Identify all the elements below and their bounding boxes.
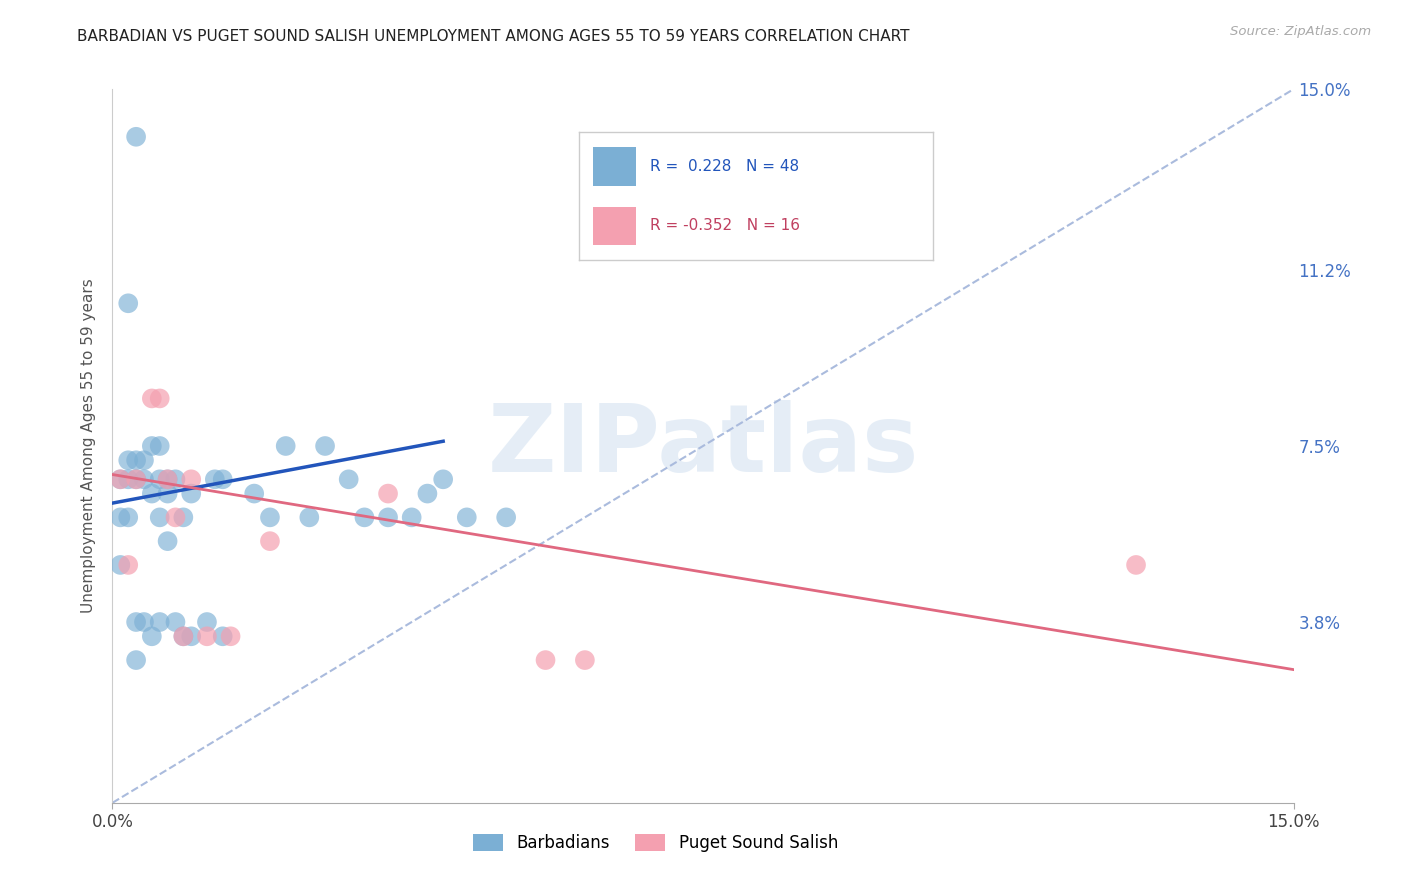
Point — [125, 653, 148, 667]
Point — [117, 472, 139, 486]
Point — [110, 558, 132, 572]
Point — [141, 439, 163, 453]
Point — [165, 615, 187, 629]
Point — [165, 510, 187, 524]
Point — [180, 472, 202, 486]
Point — [156, 472, 179, 486]
Point — [125, 615, 148, 629]
Point — [259, 510, 281, 524]
Point — [495, 510, 517, 524]
Point — [125, 472, 148, 486]
Point — [125, 453, 148, 467]
Point — [141, 486, 163, 500]
Point — [353, 510, 375, 524]
Point — [195, 629, 218, 643]
Point — [534, 653, 557, 667]
Point — [337, 472, 360, 486]
Point — [125, 129, 148, 144]
Point — [1125, 558, 1147, 572]
Text: BARBADIAN VS PUGET SOUND SALISH UNEMPLOYMENT AMONG AGES 55 TO 59 YEARS CORRELATI: BARBADIAN VS PUGET SOUND SALISH UNEMPLOY… — [77, 29, 910, 44]
Point — [172, 510, 194, 524]
Point — [165, 472, 187, 486]
Point — [149, 510, 172, 524]
Point — [117, 453, 139, 467]
Point — [432, 472, 454, 486]
Point — [110, 472, 132, 486]
Point — [195, 615, 218, 629]
Legend: Barbadians, Puget Sound Salish: Barbadians, Puget Sound Salish — [467, 827, 845, 859]
Point — [180, 486, 202, 500]
Point — [117, 558, 139, 572]
Point — [172, 629, 194, 643]
Point — [377, 486, 399, 500]
Point — [416, 486, 439, 500]
Point — [125, 472, 148, 486]
Point — [243, 486, 266, 500]
Point — [156, 534, 179, 549]
Point — [204, 472, 226, 486]
Point — [110, 510, 132, 524]
Point — [156, 486, 179, 500]
Point — [211, 629, 233, 643]
Point — [110, 472, 132, 486]
Point — [149, 472, 172, 486]
Point — [274, 439, 297, 453]
Point — [180, 629, 202, 643]
Point — [149, 439, 172, 453]
Point — [156, 472, 179, 486]
Point — [149, 615, 172, 629]
Point — [132, 453, 155, 467]
Point — [401, 510, 423, 524]
Point — [211, 472, 233, 486]
Point — [377, 510, 399, 524]
Point — [172, 629, 194, 643]
Point — [132, 472, 155, 486]
Point — [314, 439, 336, 453]
Point — [259, 534, 281, 549]
Point — [456, 510, 478, 524]
Point — [117, 296, 139, 310]
Point — [219, 629, 242, 643]
Point — [298, 510, 321, 524]
Point — [141, 629, 163, 643]
Point — [574, 653, 596, 667]
Point — [141, 392, 163, 406]
Y-axis label: Unemployment Among Ages 55 to 59 years: Unemployment Among Ages 55 to 59 years — [80, 278, 96, 614]
Point — [117, 510, 139, 524]
Point — [132, 615, 155, 629]
Text: Source: ZipAtlas.com: Source: ZipAtlas.com — [1230, 25, 1371, 38]
Text: ZIPatlas: ZIPatlas — [488, 400, 918, 492]
Point — [149, 392, 172, 406]
